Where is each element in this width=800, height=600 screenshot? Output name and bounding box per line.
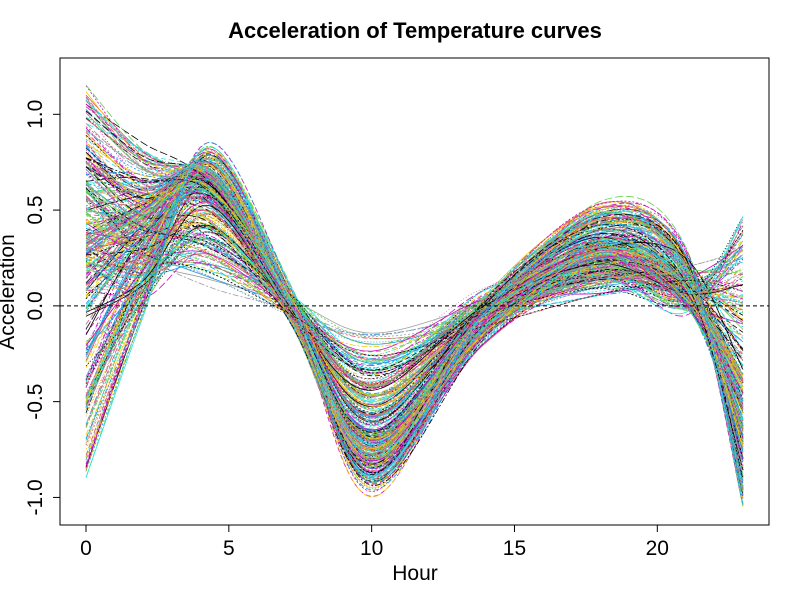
series-line (85, 167, 744, 432)
series-line (85, 168, 744, 461)
y-tick-label: 1.0 (24, 100, 47, 129)
x-axis: 0 5 10 15 20 (80, 524, 669, 560)
y-tick-label: 0.0 (24, 291, 47, 320)
series-line (85, 213, 744, 397)
series-line (85, 177, 744, 435)
x-tick-label: 5 (223, 537, 235, 560)
series-line (85, 217, 744, 364)
chart-title: Acceleration of Temperature curves (228, 18, 602, 43)
series-line (85, 163, 744, 466)
series-line (85, 226, 744, 405)
series-line (85, 146, 744, 506)
series-line (85, 154, 744, 499)
x-tick-label: 20 (646, 537, 669, 560)
series-line (85, 226, 744, 371)
series-line (85, 234, 744, 353)
curves-layer (85, 84, 744, 508)
series-line (85, 157, 744, 471)
series-line (85, 201, 744, 431)
series-line (85, 206, 744, 398)
series-line (85, 191, 744, 426)
series-line (85, 157, 744, 491)
series-line (85, 218, 744, 348)
series-line (85, 217, 744, 363)
series-line (85, 158, 744, 496)
series-line (85, 237, 744, 404)
series-line (85, 188, 744, 377)
series-line (85, 181, 744, 362)
series-line (85, 154, 744, 506)
series-line (85, 142, 744, 497)
y-tick-label: 0.5 (24, 195, 47, 224)
series-line (85, 154, 744, 506)
series-line (85, 168, 744, 452)
series-line (85, 225, 744, 383)
series-line (85, 216, 744, 383)
series-line (85, 209, 744, 385)
series-line (85, 209, 744, 389)
series-line (85, 214, 744, 396)
series-line (85, 195, 744, 442)
series-line (85, 148, 744, 497)
y-tick-label: -0.5 (24, 384, 47, 420)
series-line (85, 196, 744, 405)
series-line (85, 142, 744, 506)
series-line (85, 225, 744, 389)
x-axis-label: Hour (392, 562, 438, 585)
series-line (85, 191, 744, 345)
y-axis-label: Acceleration (0, 234, 19, 350)
series-line (85, 167, 744, 435)
series-line (85, 123, 744, 470)
series-line (85, 198, 744, 389)
series-line (85, 131, 744, 439)
series-line (85, 230, 744, 389)
series-line (85, 202, 744, 417)
series-line (85, 165, 744, 448)
series-line (85, 158, 744, 447)
y-tick-label: -1.0 (24, 479, 47, 515)
series-line (85, 127, 744, 461)
series-line (85, 136, 744, 400)
series-line (85, 184, 744, 439)
series-line (85, 190, 744, 419)
series-line (85, 208, 744, 397)
series-line (85, 189, 744, 426)
series-line (85, 195, 744, 426)
series-line (85, 205, 744, 391)
series-line (85, 195, 744, 340)
series-line (85, 195, 744, 423)
series-line (85, 187, 744, 424)
series-line (85, 216, 744, 385)
series-line (85, 185, 744, 427)
series-line (85, 163, 744, 481)
series-line (85, 238, 744, 387)
x-tick-label: 0 (80, 537, 92, 560)
x-tick-label: 10 (360, 537, 383, 560)
series-line (85, 212, 744, 362)
series-line (85, 161, 744, 448)
series-line (85, 84, 744, 493)
series-line (85, 139, 744, 480)
series-line (85, 211, 744, 398)
x-tick-label: 15 (503, 537, 526, 560)
y-axis: -1.0 -0.5 0.0 0.5 1.0 (24, 100, 61, 516)
series-line (85, 240, 744, 382)
series-line (85, 238, 744, 389)
series-line (85, 126, 744, 467)
series-line (85, 165, 744, 452)
series-line (85, 213, 744, 384)
series-line (85, 154, 744, 459)
series-line (85, 150, 744, 466)
series-line (85, 224, 744, 372)
